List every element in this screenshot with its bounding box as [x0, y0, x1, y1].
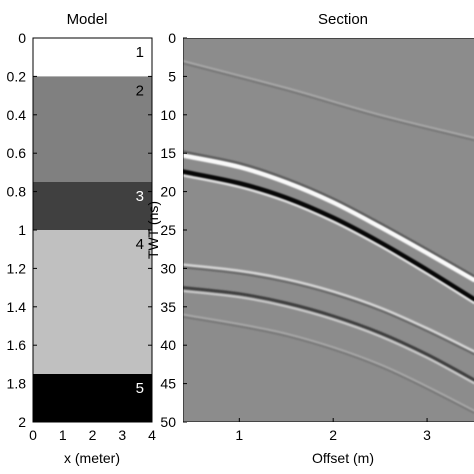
- model-x-tick-label: 4: [148, 427, 156, 443]
- section-y-tick-label: 50: [160, 414, 176, 430]
- model-layer-3: [33, 182, 152, 230]
- model-y-tick-label: 0.4: [7, 107, 27, 123]
- model-x-tick-label: 2: [89, 427, 97, 443]
- section-y-tick-label: 45: [160, 376, 176, 392]
- section-y-tick-label: 35: [160, 299, 176, 315]
- model-layer-label-4: 4: [136, 236, 144, 253]
- section-y-label: TWT (ns): [145, 201, 161, 259]
- section-event-3-side: [183, 174, 474, 305]
- model-layer-label-3: 3: [136, 188, 144, 205]
- model-y-tick-label: 1: [18, 222, 26, 238]
- section-background: [183, 38, 474, 422]
- section-event-6-side: [183, 316, 474, 414]
- section-x-label: Offset (m): [312, 450, 374, 466]
- model-x-ticks: 0 1 2 3 4: [29, 418, 156, 443]
- section-x-tick-label: 1: [235, 427, 243, 443]
- section-y-tick-label: 25: [160, 222, 176, 238]
- model-y-tick-label: 0: [18, 30, 26, 46]
- section-event-2-side: [183, 150, 474, 277]
- section-y-ticks: 0 5 10 15 20 25 30 35 40 45 50: [160, 30, 187, 430]
- section-event-5-side: [183, 290, 474, 385]
- model-x-tick-label: 0: [29, 427, 37, 443]
- model-layers: [33, 38, 152, 422]
- section-event-1-side: [183, 62, 474, 142]
- section-events: [183, 60, 474, 414]
- model-x-tick-label: 3: [118, 427, 126, 443]
- model-y-tick-label: 1.6: [7, 337, 27, 353]
- model-layer-label-2: 2: [136, 82, 144, 99]
- section-y-tick-label: 5: [168, 68, 176, 84]
- model-title: Model: [67, 11, 108, 28]
- section-y-tick-label: 40: [160, 337, 176, 353]
- section-event-1: [183, 60, 474, 139]
- model-x-label: x (meter): [64, 450, 120, 466]
- section-event-4: [183, 263, 474, 353]
- section-y-tick-label: 10: [160, 107, 176, 123]
- model-layer-labels: 1 2 3 4 5: [136, 44, 144, 397]
- model-y-tick-label: 1.8: [7, 376, 27, 392]
- model-layer-2: [33, 76, 152, 182]
- model-y-tick-label: 1.4: [7, 299, 27, 315]
- section-event-6: [183, 313, 474, 412]
- model-y-tick-label: 2: [18, 414, 26, 430]
- section-x-tick-label: 3: [423, 427, 431, 443]
- section-y-tick-label: 20: [160, 184, 176, 200]
- model-y-tick-label: 0.6: [7, 145, 27, 161]
- section-y-tick-label: 30: [160, 260, 176, 276]
- section-y-tick-label: 0: [168, 30, 176, 46]
- section-event-3: [183, 169, 474, 302]
- model-y-tick-label: 0.2: [7, 68, 27, 84]
- model-y-tick-label: 0.8: [7, 184, 27, 200]
- model-x-tick-label: 1: [59, 427, 67, 443]
- section-title: Section: [318, 11, 368, 28]
- section-x-ticks: 1 2 3: [235, 418, 431, 443]
- model-y-tick-label: 1.2: [7, 260, 27, 276]
- section-y-tick-label: 15: [160, 145, 176, 161]
- model-layer-label-1: 1: [136, 44, 144, 61]
- model-y-ticks: 0 0.2 0.4 0.6 0.8 1 1.2 1.4 1.6 1.8 2: [7, 30, 152, 430]
- section-x-tick-label: 2: [329, 427, 337, 443]
- section-event-2: [183, 153, 474, 283]
- model-layer-1: [33, 38, 152, 77]
- model-layer-5: [33, 374, 152, 422]
- section-event-4-side: [183, 266, 474, 356]
- model-layer-4: [33, 230, 152, 374]
- section-event-5: [183, 286, 474, 382]
- model-layer-label-5: 5: [136, 380, 144, 397]
